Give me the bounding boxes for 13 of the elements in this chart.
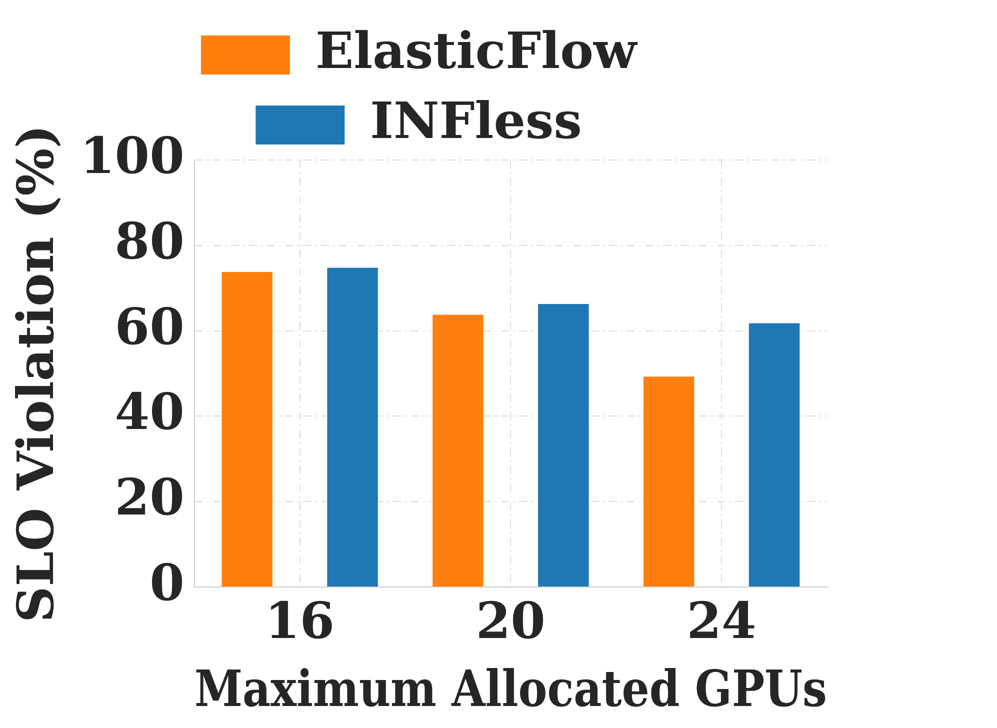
y-tick-label: 20 (114, 468, 184, 527)
y-tick-label: 100 (80, 126, 184, 185)
x-tick-label: 24 (686, 590, 756, 650)
x-axis-title: Maximum Allocated GPUs (194, 660, 827, 719)
y-tick-label: 40 (114, 382, 184, 442)
y-axis-title: SLO Violation (%) (6, 124, 65, 622)
legend-label: INFless (370, 90, 582, 150)
x-tick-label: 16 (265, 590, 335, 650)
y-tick-label: 60 (114, 296, 184, 356)
y-tick-label: 80 (114, 211, 184, 270)
x-tick-label: 20 (476, 590, 546, 650)
y-tick-label: 0 (150, 552, 184, 612)
legend-label: ElasticFlow (315, 20, 638, 80)
